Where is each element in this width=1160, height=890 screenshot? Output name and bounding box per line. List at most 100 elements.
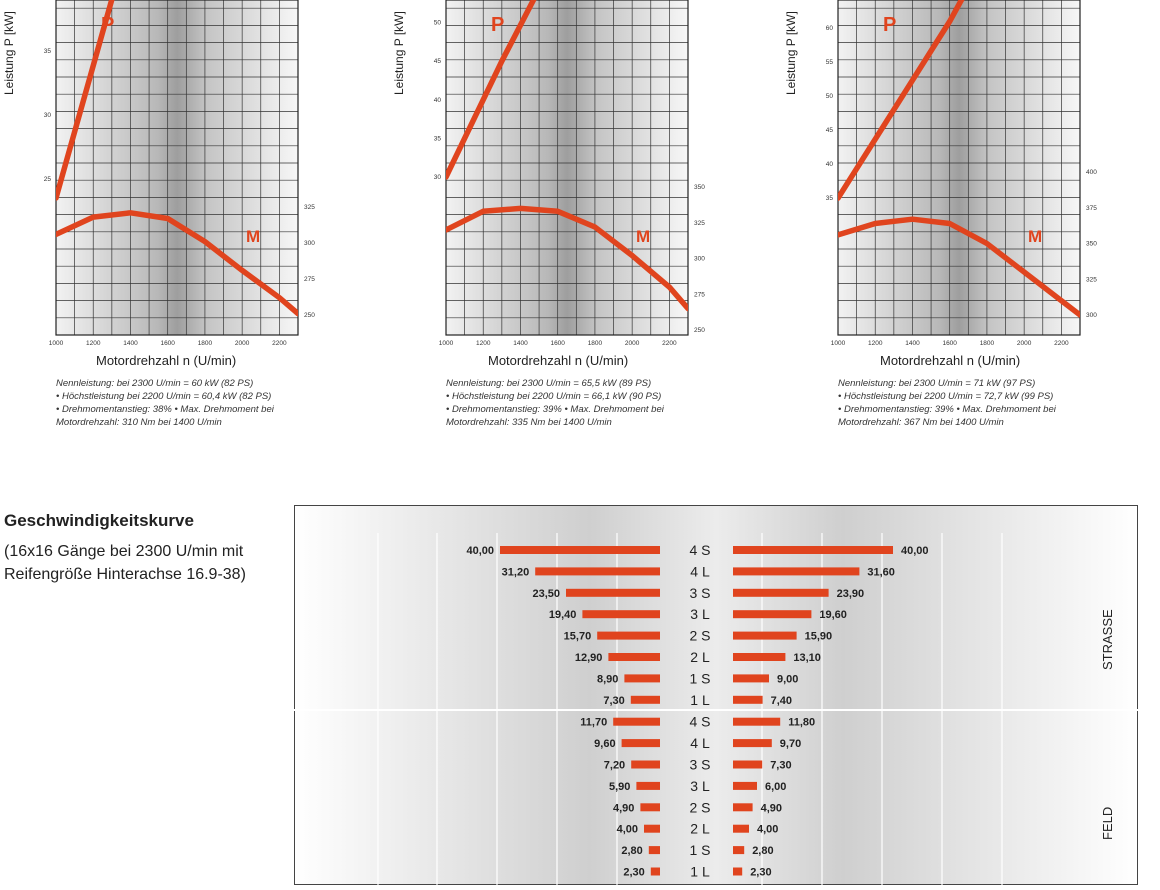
- gear-label: 4 L: [690, 735, 710, 751]
- y-right-tick-label: 350: [694, 184, 705, 191]
- speed-value-left: 31,20: [502, 566, 530, 578]
- gear-label: 2 L: [690, 821, 710, 837]
- speed-bar-left: [650, 867, 660, 876]
- x-axis-label: Motordrehzahl n (U/min): [488, 353, 629, 368]
- engine-notes: Nennleistung: bei 2300 U/min = 71 kW (97…: [838, 377, 1056, 429]
- power-series-label: P: [491, 14, 504, 36]
- gear-label: 1 S: [689, 670, 710, 686]
- speed-chart-frame: [294, 505, 1138, 885]
- x-axis-label: Motordrehzahl n (U/min): [96, 353, 237, 368]
- y-right-tick-label: 400: [1086, 169, 1097, 176]
- speed-bar-right: [733, 846, 745, 855]
- engine-curve-chart-1: 1000 1200 1400 1600 1800 2000 2200 25 30 35 250 275…: [2, 0, 315, 347]
- speed-value-right: 7,40: [771, 695, 792, 707]
- y-right-tick-label: 275: [304, 276, 315, 283]
- plot-frame: [55, 0, 299, 336]
- speed-bar-right: [733, 824, 749, 833]
- y-right-tick-label: 250: [694, 327, 705, 334]
- speed-value-left: 7,30: [603, 695, 624, 707]
- x-tick-label: 1200: [868, 340, 883, 347]
- y-right-tick-label: 325: [1086, 276, 1097, 283]
- speed-bar-left: [631, 760, 660, 769]
- y-left-tick-label: 35: [826, 195, 834, 202]
- gear-label: 3 S: [689, 757, 710, 773]
- speed-value-left: 12,90: [575, 652, 603, 664]
- speed-bar-left: [624, 674, 660, 683]
- speed-value-right: 4,00: [757, 824, 778, 836]
- torque-series-label: M: [1028, 227, 1042, 246]
- note-line: • Drehmomentanstieg: 39% • Max. Drehmome…: [838, 404, 1056, 415]
- torque-curve: [56, 210, 298, 317]
- x-tick-label: 2000: [625, 340, 640, 347]
- y-left-tick-label: 30: [434, 174, 442, 181]
- y-left-tick-label: 25: [44, 176, 52, 183]
- speed-value-left: 19,40: [549, 609, 577, 621]
- x-tick-label: 2200: [272, 340, 287, 347]
- y-left-tick-label: 30: [44, 112, 52, 119]
- x-tick-label: 1000: [831, 340, 846, 347]
- speed-bar-right: [733, 610, 812, 619]
- speed-value-right: 7,30: [770, 760, 791, 772]
- speed-value-right: 40,00: [901, 545, 929, 557]
- speed-value-right: 9,00: [777, 673, 798, 685]
- note-line: • Höchstleistung bei 2200 U/min = 60,4 k…: [56, 391, 272, 402]
- speed-value-right: 13,10: [793, 652, 821, 664]
- x-tick-label: 1000: [439, 340, 454, 347]
- engine-curve-panel-3: 1000 1200 1400 1600 1800 2000 2200 35 40 45 50 55 60…: [782, 0, 1102, 460]
- y-right-tick-label: 300: [304, 240, 315, 247]
- speed-value-left: 15,70: [564, 631, 592, 643]
- note-line: • Höchstleistung bei 2200 U/min = 66,1 k…: [446, 391, 662, 402]
- torque-series-label: M: [636, 227, 650, 246]
- x-tick-label: 1400: [905, 340, 920, 347]
- note-line: Motordrehzahl: 367 Nm bei 1400 U/min: [838, 417, 1004, 428]
- speed-value-left: 4,90: [613, 802, 634, 814]
- y-right-tick-label: 325: [694, 220, 705, 227]
- speed-chart-panel: 40,00 40,00 4 S 31,20 31,60 4 L 23,50 23,90 3 S 1…: [294, 505, 1138, 885]
- speed-value-right: 31,60: [867, 566, 895, 578]
- x-tick-label: 1600: [550, 340, 565, 347]
- speed-bar-right: [733, 739, 772, 748]
- y-left-tick-label: 45: [826, 127, 834, 134]
- speed-value-right: 11,80: [788, 717, 815, 729]
- x-tick-label: 1400: [513, 340, 528, 347]
- group-label-strasse: STRASSE: [1100, 609, 1115, 670]
- speed-value-right: 19,60: [819, 609, 847, 621]
- x-tick-label: 1200: [86, 340, 101, 347]
- speed-value-left: 2,30: [623, 867, 644, 879]
- y-left-tick-label: 60: [826, 25, 834, 32]
- x-tick-label: 1600: [942, 340, 957, 347]
- speed-bar-left: [597, 631, 660, 640]
- speed-value-left: 4,00: [617, 824, 638, 836]
- power-series-label: P: [883, 14, 896, 36]
- y-left-tick-label: 55: [826, 59, 834, 66]
- speed-value-right: 2,30: [750, 867, 771, 879]
- speed-bar-left: [636, 781, 660, 790]
- y-right-tick-label: 350: [1086, 241, 1097, 248]
- y-left-axis-title: Leistung P [kW]: [784, 11, 798, 95]
- x-tick-label: 1200: [476, 340, 491, 347]
- plot-frame: [445, 0, 689, 336]
- engine-notes: Nennleistung: bei 2300 U/min = 60 kW (82…: [56, 377, 274, 429]
- speed-bar-left: [608, 653, 660, 661]
- x-tick-label: 2200: [662, 340, 677, 347]
- y-right-tick-label: 250: [304, 312, 315, 319]
- note-line: • Höchstleistung bei 2200 U/min = 72,7 k…: [838, 391, 1054, 402]
- engine-curve-panel-1: 1000 1200 1400 1600 1800 2000 2200 25 30 35 250 275…: [0, 0, 320, 460]
- y-left-tick-label: 40: [826, 161, 834, 168]
- y-left-tick-label: 35: [44, 48, 52, 55]
- speed-value-right: 4,90: [761, 802, 782, 814]
- plot-background: [446, 0, 688, 335]
- y-left-axis-title: Leistung P [kW]: [392, 11, 406, 95]
- speed-bar-left: [566, 588, 660, 597]
- x-tick-label: 1800: [980, 340, 995, 347]
- speed-bar-right: [733, 717, 781, 726]
- speed-value-right: 9,70: [780, 738, 801, 750]
- x-tick-label: 2000: [235, 340, 250, 347]
- gear-label: 3 S: [689, 585, 710, 601]
- note-line: • Drehmomentanstieg: 39% • Max. Drehmome…: [446, 404, 664, 415]
- speed-bar-left: [644, 824, 660, 833]
- speed-chart-subtitle: (16x16 Gänge bei 2300 U/min mit Reifengr…: [4, 543, 246, 583]
- speed-bar-left: [613, 717, 660, 726]
- note-line: Motordrehzahl: 310 Nm bei 1400 U/min: [56, 417, 222, 428]
- note-line: • Drehmomentanstieg: 38% • Max. Drehmome…: [56, 404, 274, 415]
